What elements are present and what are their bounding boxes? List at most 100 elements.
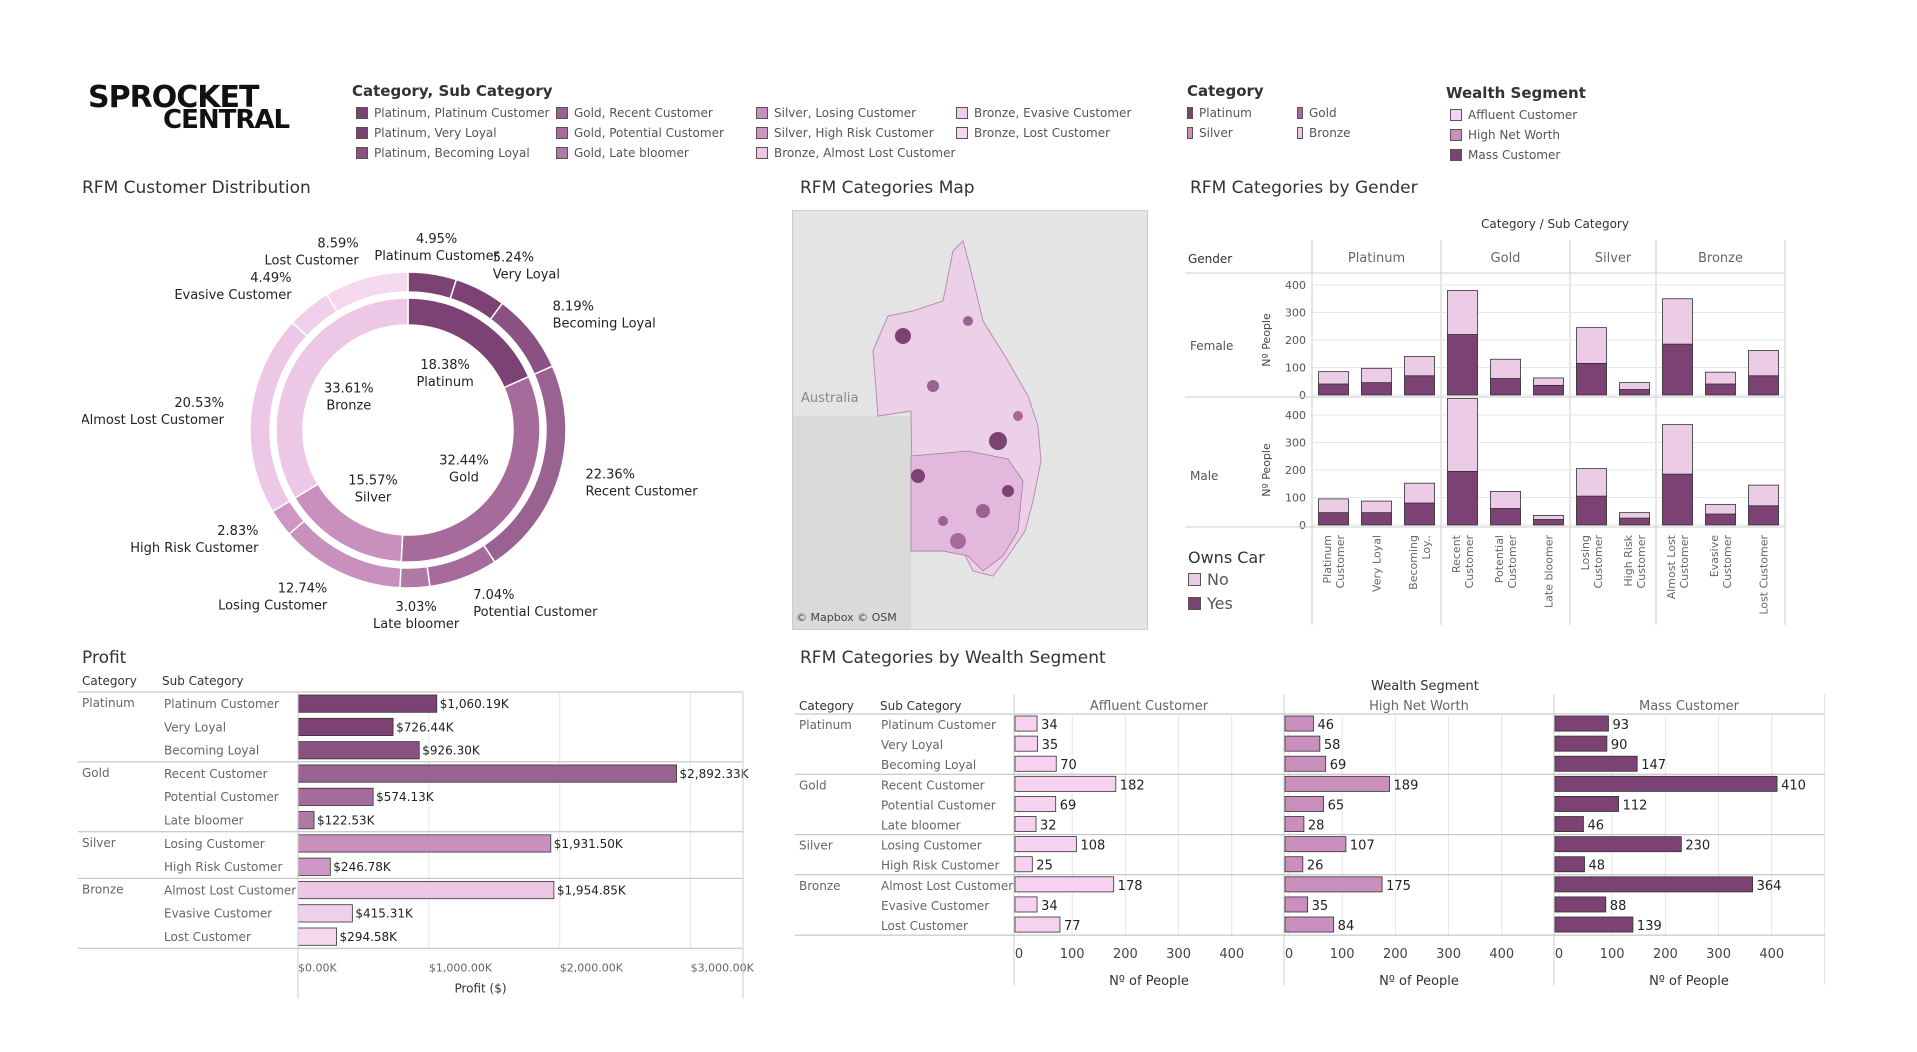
gender-ylabel-male: Nº People [1260,443,1273,497]
gender-xtick-recent-customer-0: Recent [1450,534,1463,573]
gender-ytick-female-100: 100 [1285,362,1306,375]
wealth-value-mass-customer-becoming-loyal: 147 [1641,758,1666,773]
wealth-value-mass-customer-very-loyal: 90 [1611,738,1628,753]
wealth-bar-mass-customer-late-bloomer [1554,816,1584,833]
wealth-title: RFM Categories by Wealth Segment [800,648,1106,668]
donut-outer-label-recent-customer: Recent Customer [585,484,698,499]
wealth-bar-high-net-worth-evasive-customer [1284,896,1309,913]
legend-category-sub: Category, Sub Category [352,82,553,100]
gender-bar-yes-male-becoming-loy [1404,502,1435,526]
legend-item-bronze-almost-lost-customer-swatch [756,147,768,159]
donut-outer-label-high-risk-customer: High Risk Customer [130,541,259,556]
legend-item-gold-label: Gold [1309,106,1337,120]
profit-sub-platinum-customer: Platinum Customer [164,697,279,711]
gender-xtick-losing-customer-1: Customer [1592,535,1605,589]
map-title: RFM Categories Map [800,178,975,198]
legend-item-silver-high-risk-customer-swatch [756,127,768,139]
gender-xtick-recent-customer-1: Customer [1463,535,1476,589]
rfm-categories-map[interactable]: Australia © Mapbox © OSM [792,210,1148,630]
legend-category-sub-title: Category, Sub Category [352,82,553,100]
profit-sub-lost-customer: Lost Customer [164,930,251,944]
wealth-bar-high-net-worth-very-loyal [1284,735,1321,752]
wealth-bar-affluent-customer-recent-customer [1014,775,1117,792]
wealth-value-affluent-customer-high-risk-customer: 25 [1036,859,1053,874]
map-cluster-7 [911,469,925,483]
owns-car-no: No [1188,567,1265,591]
profit-value-lost-customer: $294.58K [340,930,399,944]
wealth-value-affluent-customer-evasive-customer: 34 [1041,899,1058,914]
donut-inner-label-gold: Gold [449,471,479,486]
wealth-bar-high-net-worth-becoming-loyal [1284,755,1327,772]
wealth-value-mass-customer-potential-customer: 112 [1623,798,1648,813]
profit-sub-almost-lost-customer: Almost Lost Customer [164,883,296,897]
wealth-xtick-affluent-customer-200: 200 [1113,947,1138,962]
wealth-value-affluent-customer-platinum-customer: 34 [1041,718,1058,733]
legend-item-gold-recent-customer: Gold, Recent Customer [556,103,713,123]
wealth-xlabel-high-net-worth: Nº of People [1379,974,1459,989]
gender-bar-no-female-high-risk-customer [1619,382,1650,390]
wealth-value-affluent-customer-potential-customer: 69 [1060,798,1077,813]
gender-group-silver: Silver [1595,251,1632,266]
gender-title: RFM Categories by Gender [1190,178,1418,198]
profit-bar-evasive-customer [297,904,353,923]
legend-item-silver-high-risk-customer: Silver, High Risk Customer [756,123,934,143]
wealth-xtick-high-net-worth-0: 0 [1285,947,1293,962]
profit-sub-becoming-loyal: Becoming Loyal [164,744,259,758]
gender-bar-no-male-losing-customer [1576,468,1607,497]
legend-item-silver-high-risk-customer-label: Silver, High Risk Customer [774,126,934,140]
legend-category-items: Platinum Gold Silver Bronze [1187,103,1407,147]
gender-group-bronze: Bronze [1698,251,1743,266]
wealth-value-high-net-worth-losing-customer: 107 [1350,839,1375,854]
donut-outer-pct-potential-customer: 7.04% [473,588,514,603]
gender-bar-yes-female-potential-customer [1490,378,1521,396]
legend-item-gold-recent-customer-swatch [556,107,568,119]
wealth-value-mass-customer-late-bloomer: 46 [1587,819,1604,834]
gender-bar-yes-male-very-loyal [1361,512,1392,526]
legend-item-platinum-becoming-loyal-swatch [356,147,368,159]
wealth-sub-high-risk-customer: High Risk Customer [881,859,999,873]
wealth-sub-lost-customer: Lost Customer [881,919,968,933]
legend-item-bronze: Bronze [1297,123,1351,143]
wealth-value-mass-customer-almost-lost-customer: 364 [1757,879,1782,894]
wealth-value-mass-customer-platinum-customer: 93 [1612,718,1629,733]
wealth-bar-high-net-worth-high-risk-customer [1284,856,1304,873]
legend-item-gold-potential-customer: Gold, Potential Customer [556,123,724,143]
legend-category-sub-items: Platinum, Platinum Customer Platinum, Ver… [356,103,1156,169]
map-cluster-3 [1002,485,1014,497]
wealth-bar-mass-customer-high-risk-customer [1554,856,1585,873]
wealth-col-category: Category [799,699,854,713]
legend-item-affluent-customer: Affluent Customer [1450,105,1577,125]
legend-item-platinum-very-loyal-label: Platinum, Very Loyal [374,126,497,140]
legend-item-gold-recent-customer-label: Gold, Recent Customer [574,106,713,120]
gender-bar-yes-male-recent-customer [1447,470,1478,526]
legend-category: Category [1187,82,1264,100]
wealth-sub-losing-customer: Losing Customer [881,839,982,853]
wealth-xtick-mass-customer-300: 300 [1706,947,1731,962]
legend-item-gold-late-bloomer: Gold, Late bloomer [556,143,689,163]
gender-xtick-high-risk-customer-1: Customer [1635,535,1648,589]
profit-bar-lost-customer [297,927,337,946]
legend-item-mass-customer-swatch [1450,149,1462,161]
wealth-category-bronze: Bronze [799,879,841,893]
donut-outer-label-almost-lost-customer: Almost Lost Customer [82,413,225,428]
legend-item-silver-losing-customer-swatch [756,107,768,119]
wealth-xtick-mass-customer-400: 400 [1759,947,1784,962]
gender-ytick-male-300: 300 [1285,437,1306,450]
gender-bar-no-male-potential-customer [1490,491,1521,509]
gender-xtick-platinum-customer-1: Customer [1334,535,1347,589]
wealth-value-mass-customer-high-risk-customer: 48 [1589,859,1606,874]
legend-item-high-net-worth-label: High Net Worth [1468,128,1561,142]
gender-xtick-platinum-customer-0: Platinum [1321,535,1334,583]
donut-outer-pct-platinum-customer: 4.95% [416,232,457,247]
owns-car-no-label: No [1207,569,1229,589]
gender-bar-no-female-lost-customer [1748,350,1779,377]
wealth-bar-mass-customer-lost-customer [1554,916,1634,933]
profit-value-recent-customer: $2,892.33K [680,767,750,781]
legend-item-gold-potential-customer-label: Gold, Potential Customer [574,126,724,140]
profit-sub-late-bloomer: Late bloomer [164,814,244,828]
logo-line2: CENTRAL [163,105,290,135]
gender-bar-no-female-late-bloomer [1533,377,1564,386]
donut-inner-pct-bronze: 33.61% [324,382,374,397]
map-cluster-4 [950,533,966,549]
wealth-bar-affluent-customer-platinum-customer [1014,715,1038,732]
